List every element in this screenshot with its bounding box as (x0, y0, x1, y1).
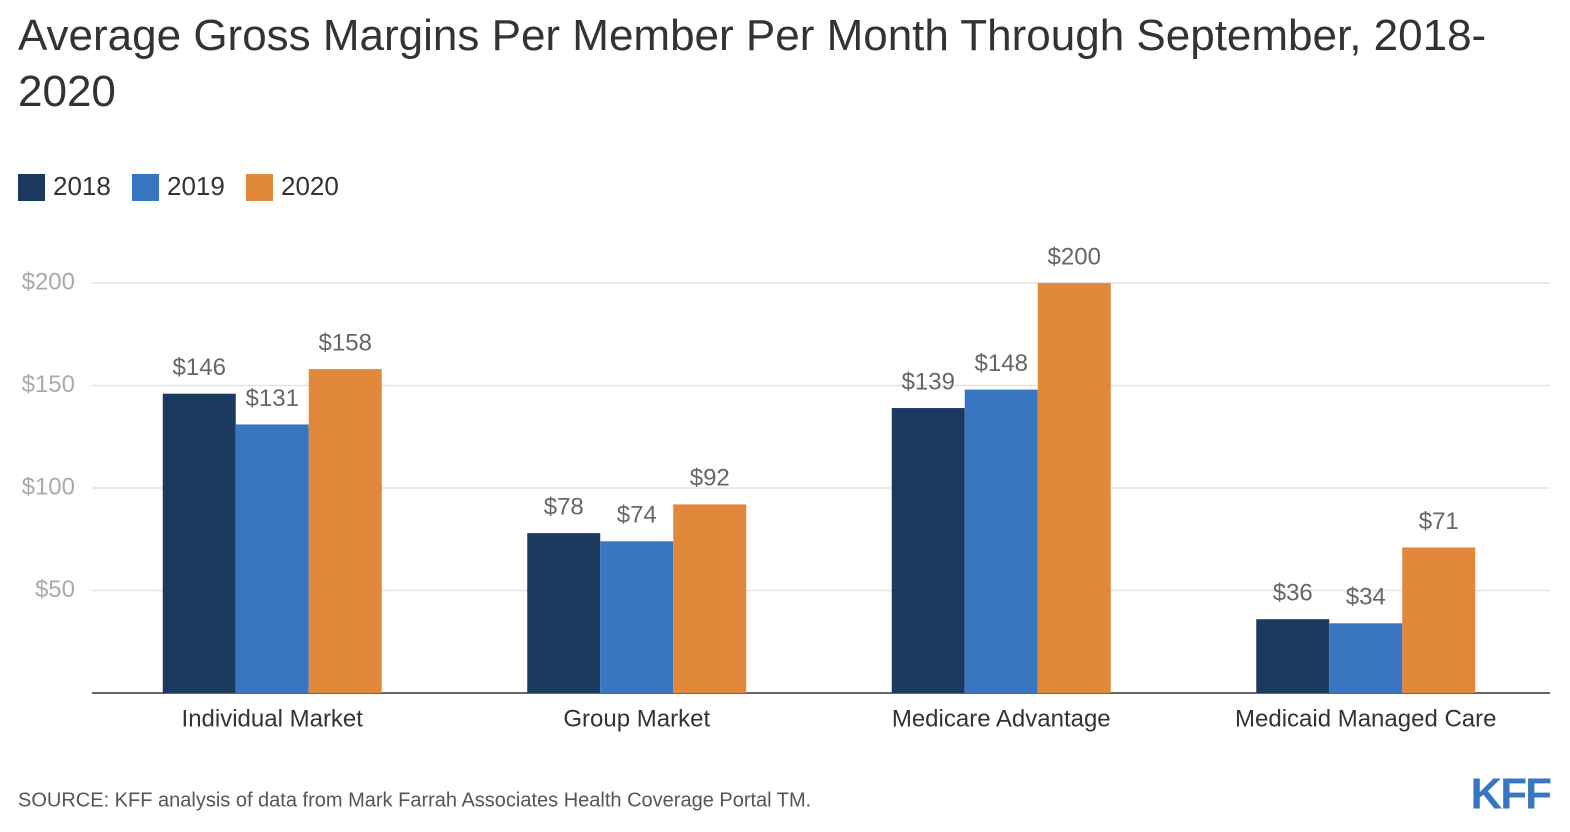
logo: KFF (1470, 770, 1551, 819)
value-label: $92 (690, 465, 730, 492)
bar (308, 369, 382, 693)
legend-label: 2019 (167, 171, 225, 201)
bar (527, 533, 601, 693)
y-tick-label: $150 (22, 371, 75, 398)
source-note: SOURCE: KFF analysis of data from Mark F… (18, 789, 811, 811)
bar (1329, 623, 1403, 693)
legend-swatch (246, 174, 273, 201)
chart-title: Average Gross Margins Per Member Per Mon… (18, 11, 1487, 116)
legend-swatch (132, 174, 159, 201)
bar (673, 504, 747, 693)
bar (964, 389, 1038, 693)
bar (162, 393, 236, 693)
value-label: $74 (617, 502, 657, 529)
bar (1256, 619, 1330, 693)
value-label: $139 (902, 368, 955, 395)
bar (1402, 547, 1476, 693)
x-tick-label: Medicaid Managed Care (1235, 705, 1496, 732)
value-label: $131 (246, 385, 299, 412)
bar (891, 408, 965, 693)
bar (1037, 283, 1111, 693)
value-label: $146 (173, 354, 226, 381)
x-tick-label: Group Market (563, 705, 710, 732)
legend-label: 2020 (281, 171, 339, 201)
legend-swatch (18, 174, 45, 201)
x-tick-label: Individual Market (182, 705, 364, 732)
value-label: $36 (1273, 580, 1313, 607)
x-tick-label: Medicare Advantage (892, 705, 1111, 732)
bar (600, 541, 674, 693)
y-tick-label: $50 (35, 576, 75, 603)
value-label: $34 (1346, 584, 1386, 611)
value-label: $158 (319, 329, 372, 356)
y-tick-label: $100 (22, 473, 75, 500)
bar (235, 424, 309, 693)
value-label: $148 (975, 350, 1028, 377)
y-tick-label: $200 (22, 268, 75, 295)
value-label: $78 (544, 493, 584, 520)
value-label: $200 (1048, 243, 1101, 270)
value-label: $71 (1419, 508, 1459, 535)
legend-label: 2018 (53, 171, 111, 201)
